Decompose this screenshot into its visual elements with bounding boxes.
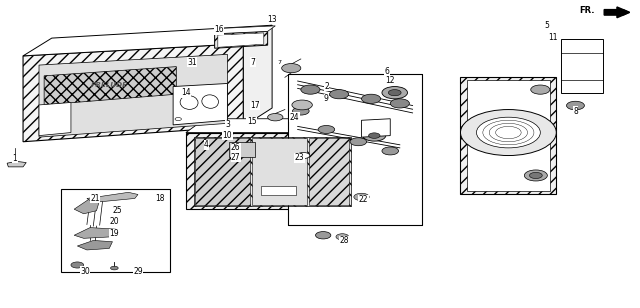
Text: 5: 5 [544,21,549,30]
Text: 18: 18 [156,194,165,203]
Polygon shape [358,119,378,209]
Polygon shape [362,119,390,137]
Polygon shape [39,103,71,136]
Circle shape [382,87,408,99]
Text: 11: 11 [548,33,558,42]
Text: 7: 7 [250,58,255,67]
Ellipse shape [180,95,198,109]
Ellipse shape [202,95,218,108]
Polygon shape [309,138,349,205]
Circle shape [382,147,399,155]
Circle shape [292,107,309,115]
Circle shape [369,133,380,138]
Polygon shape [7,161,26,167]
Polygon shape [193,137,351,205]
FancyArrow shape [604,7,630,18]
Text: 30: 30 [80,267,90,276]
Polygon shape [74,198,100,214]
Bar [561,39,603,93]
Circle shape [363,130,386,141]
Polygon shape [461,77,556,194]
Bar [261,186,296,195]
Circle shape [461,110,556,156]
Text: 20: 20 [109,217,119,226]
Text: 25: 25 [113,206,122,215]
Text: 4: 4 [204,140,209,149]
Polygon shape [186,132,358,209]
Circle shape [531,85,550,94]
Text: 22: 22 [358,196,368,205]
Text: 19: 19 [109,229,119,238]
Polygon shape [218,33,264,47]
Circle shape [268,114,283,121]
Circle shape [301,85,320,94]
Circle shape [111,266,118,270]
Polygon shape [243,25,272,126]
Text: 9: 9 [324,94,329,103]
Text: 31: 31 [188,58,197,67]
Text: 3: 3 [225,120,230,129]
Text: 14: 14 [181,88,191,97]
Polygon shape [467,80,550,191]
Text: PRELUDE: PRELUDE [91,82,128,88]
Polygon shape [214,26,275,34]
Text: 15: 15 [247,117,257,126]
Circle shape [316,232,331,239]
Circle shape [175,118,181,120]
Text: 16: 16 [214,25,224,34]
Polygon shape [252,138,307,205]
Text: 27: 27 [231,152,241,162]
Polygon shape [44,67,176,105]
Circle shape [529,172,542,179]
Text: 8: 8 [573,107,578,116]
Polygon shape [186,119,378,132]
Polygon shape [87,192,138,202]
Polygon shape [23,25,272,56]
Circle shape [330,90,349,99]
Text: 10: 10 [223,131,232,140]
Circle shape [390,99,410,108]
Text: 29: 29 [133,267,143,276]
Circle shape [71,262,84,268]
Circle shape [362,94,381,103]
Text: 24: 24 [290,113,300,122]
Circle shape [282,63,301,73]
Text: 23: 23 [295,153,305,162]
Text: 7: 7 [277,59,281,64]
Polygon shape [173,83,227,125]
Circle shape [336,234,349,240]
Circle shape [524,170,547,181]
Text: 12: 12 [385,76,395,85]
Bar [229,142,255,157]
Circle shape [476,117,540,148]
Text: 13: 13 [268,14,277,24]
Text: 28: 28 [339,236,349,245]
Circle shape [297,152,310,159]
Polygon shape [77,241,113,250]
Polygon shape [23,44,243,142]
Polygon shape [288,74,422,225]
Text: 1: 1 [12,154,17,163]
Circle shape [354,193,369,201]
Circle shape [318,125,335,133]
Polygon shape [39,54,227,137]
Text: 26: 26 [231,143,241,152]
Circle shape [350,138,367,146]
Polygon shape [195,138,250,205]
Text: 6: 6 [385,67,390,76]
Circle shape [566,101,584,110]
Bar [61,189,170,272]
Circle shape [292,100,312,110]
Circle shape [388,90,401,96]
Text: 2: 2 [324,82,329,91]
Polygon shape [74,228,116,238]
Text: 21: 21 [90,194,100,203]
Text: FR.: FR. [579,6,595,15]
Polygon shape [214,31,268,48]
Text: 17: 17 [250,101,260,110]
